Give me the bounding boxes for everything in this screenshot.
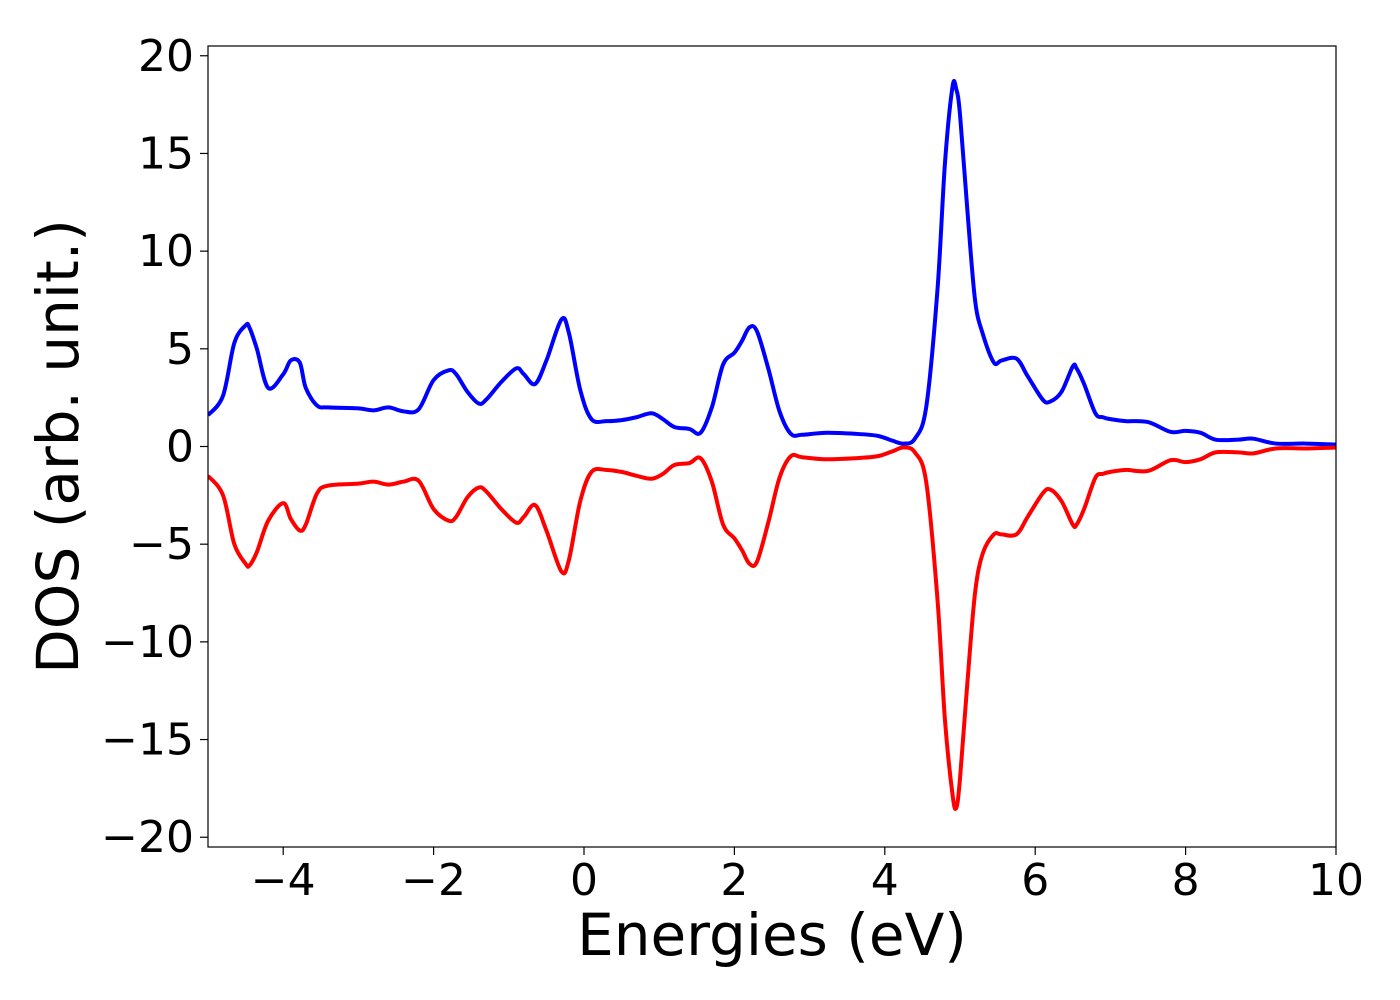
y-tick-label: −15 — [101, 715, 194, 766]
dos-series-up-line — [208, 79, 1336, 447]
x-tick-label: 10 — [1308, 855, 1364, 906]
x-tick-label: 8 — [1172, 855, 1200, 906]
dos-series-down-line — [208, 445, 1336, 811]
y-tick-label: 15 — [138, 128, 194, 179]
x-tick-label: 2 — [720, 855, 748, 906]
series-layer — [208, 79, 1336, 811]
y-tick-label: −10 — [101, 617, 194, 668]
y-tick-label: 10 — [138, 226, 194, 277]
y-tick-label: 0 — [166, 422, 194, 473]
y-tick-label: −5 — [129, 519, 194, 570]
x-tick-label: 0 — [570, 855, 598, 906]
x-tick-label: −4 — [251, 855, 316, 906]
x-tick-label: −2 — [401, 855, 466, 906]
x-tick-label: 4 — [871, 855, 899, 906]
y-tick-label: 5 — [166, 324, 194, 375]
y-tick-label: 20 — [138, 31, 194, 82]
y-axis-title: DOS (arb. unit.) — [24, 219, 92, 674]
plot-frame — [207, 45, 1337, 848]
x-tick-label: 6 — [1021, 855, 1049, 906]
y-tick-label: −20 — [101, 812, 194, 863]
x-axis-title: Energies (eV) — [577, 901, 967, 969]
